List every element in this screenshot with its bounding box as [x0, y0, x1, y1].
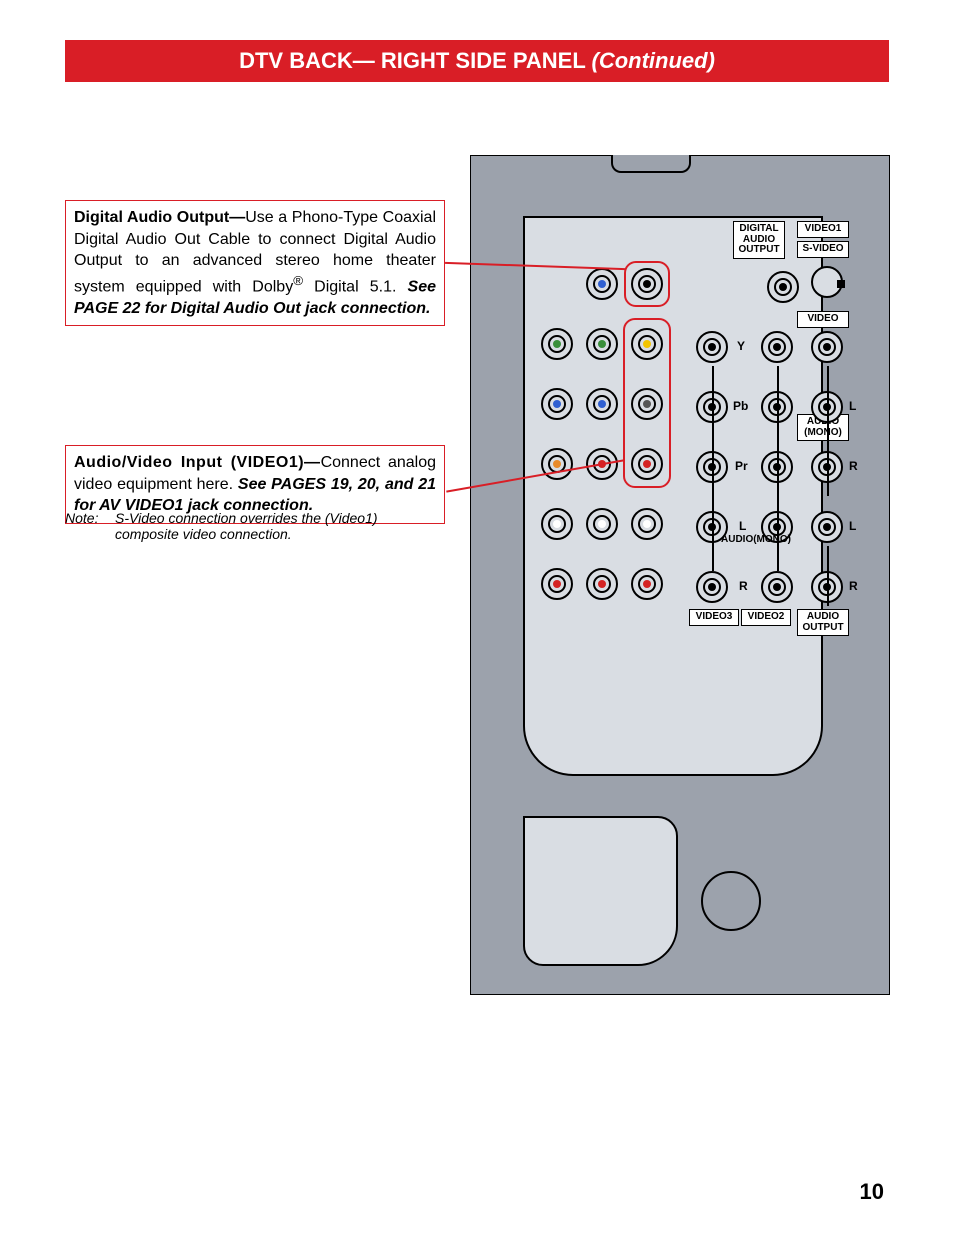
jack-left-r3c0	[541, 448, 573, 480]
page-content: DTV BACK— RIGHT SIDE PANEL (Continued)	[65, 40, 889, 82]
jack-left-r4c0	[541, 508, 573, 540]
note-block: Note: S-Video connection overrides the (…	[65, 510, 445, 542]
section-title-italic: (Continued)	[592, 48, 715, 73]
jack-left-r5c2	[631, 568, 663, 600]
label-video3: VIDEO3	[689, 609, 739, 626]
label-video1: VIDEO1	[797, 221, 849, 238]
label-digital-audio-output: DIGITAL AUDIO OUTPUT	[733, 221, 785, 259]
section-title-plain: DTV BACK— RIGHT SIDE PANEL	[239, 48, 591, 73]
callout2-head: Audio/Video Input (VIDEO1)—	[74, 454, 321, 471]
panel-ridge	[611, 155, 691, 173]
label-R-1: R	[849, 459, 858, 473]
highlight-digital-audio	[624, 261, 670, 307]
jack-v3-r	[696, 571, 728, 603]
jack-left-r4c2	[631, 508, 663, 540]
label-svideo: S-VIDEO	[797, 241, 849, 258]
jack-audio-out-l	[811, 511, 843, 543]
section-title-bar: DTV BACK— RIGHT SIDE PANEL (Continued)	[65, 40, 889, 82]
label-audio-output: AUDIO OUTPUT	[797, 609, 849, 636]
page-number: 10	[860, 1179, 884, 1205]
divider-line	[827, 546, 829, 606]
divider-line	[712, 366, 714, 571]
label-audio-mono-inline: AUDIO(MONO)	[721, 534, 791, 545]
jack-v2-y	[761, 331, 793, 363]
label-Y: Y	[737, 339, 745, 353]
jack-v2-r	[761, 571, 793, 603]
note-label: Note:	[65, 510, 115, 542]
jack-left-r0c1	[586, 268, 618, 300]
label-L-mid: L	[739, 519, 746, 533]
label-L-1: L	[849, 399, 856, 413]
label-video: VIDEO	[797, 311, 849, 328]
highlight-video1-jacks	[623, 318, 671, 488]
callout1-body2: Digital 5.1.	[303, 278, 408, 295]
divider-line	[827, 366, 829, 496]
jack-digital-audio-out	[767, 271, 799, 303]
note-text: S-Video connection overrides the (Video1…	[115, 510, 445, 542]
jack-v3-y	[696, 331, 728, 363]
jack-video-out	[811, 331, 843, 363]
jack-left-r2c1	[586, 388, 618, 420]
callout1-head: Digital Audio Output—	[74, 209, 245, 226]
label-R-2: R	[849, 579, 858, 593]
jack-svideo	[811, 266, 843, 298]
jack-left-r1c0	[541, 328, 573, 360]
jack-left-r2c0	[541, 388, 573, 420]
label-Pr: Pr	[735, 459, 748, 473]
back-panel-diagram: DIGITAL AUDIO OUTPUT VIDEO1 S-VIDEO VIDE…	[470, 155, 890, 995]
jack-left-r1c1	[586, 328, 618, 360]
divider-line	[777, 366, 779, 571]
callout-digital-audio: Digital Audio Output—Use a Phono-Type Co…	[65, 200, 445, 326]
label-Pb: Pb	[733, 399, 748, 413]
jack-left-r4c1	[586, 508, 618, 540]
jack-left-r5c1	[586, 568, 618, 600]
jack-left-r5c0	[541, 568, 573, 600]
label-L-2: L	[849, 519, 856, 533]
lower-panel	[523, 816, 678, 966]
label-R-mid: R	[739, 579, 748, 593]
registered-symbol: ®	[293, 273, 303, 288]
panel-bump	[701, 871, 761, 931]
label-video2: VIDEO2	[741, 609, 791, 626]
